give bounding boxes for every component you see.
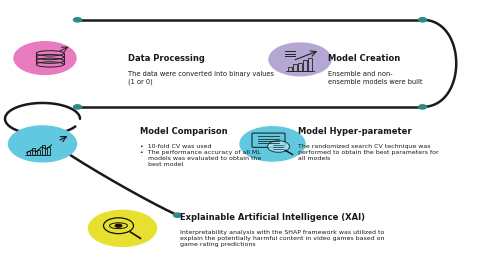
Bar: [32, 148, 35, 155]
Circle shape: [240, 127, 305, 161]
Circle shape: [268, 141, 289, 152]
Text: •  10-fold CV was used
•  The performance accuracy of all ML
    models was eval: • 10-fold CV was used • The performance …: [140, 144, 262, 167]
Circle shape: [74, 18, 82, 22]
Bar: [36, 150, 40, 155]
Circle shape: [269, 43, 331, 76]
Circle shape: [74, 105, 82, 109]
Circle shape: [14, 42, 76, 74]
Text: The data were converted into binary values
(1 or 0): The data were converted into binary valu…: [128, 71, 274, 85]
Circle shape: [174, 213, 182, 217]
Text: Data Processing: Data Processing: [128, 54, 204, 63]
Bar: [46, 147, 50, 155]
Text: Model Hyper-parameter: Model Hyper-parameter: [298, 127, 411, 136]
Bar: [288, 67, 292, 71]
Circle shape: [8, 126, 76, 162]
Bar: [26, 151, 30, 155]
Circle shape: [88, 210, 156, 246]
Text: Explainable Artificial Intelligence (XAI): Explainable Artificial Intelligence (XAI…: [180, 213, 365, 221]
Bar: [302, 60, 306, 71]
Circle shape: [418, 105, 426, 109]
Text: Model Comparison: Model Comparison: [140, 127, 228, 136]
Text: Interpretability analysis with the SHAP framework was utilized to
explain the po: Interpretability analysis with the SHAP …: [180, 230, 384, 247]
Text: The randomized search CV technique was
performed to obtain the best parameters f: The randomized search CV technique was p…: [298, 144, 438, 161]
Bar: [298, 63, 302, 71]
Bar: [308, 58, 312, 71]
Circle shape: [114, 224, 122, 228]
Text: Model Creation: Model Creation: [328, 54, 400, 63]
Text: Ensemble and non-
ensemble models were built: Ensemble and non- ensemble models were b…: [328, 71, 422, 85]
Circle shape: [418, 18, 426, 22]
Bar: [42, 145, 45, 155]
Bar: [292, 64, 296, 71]
